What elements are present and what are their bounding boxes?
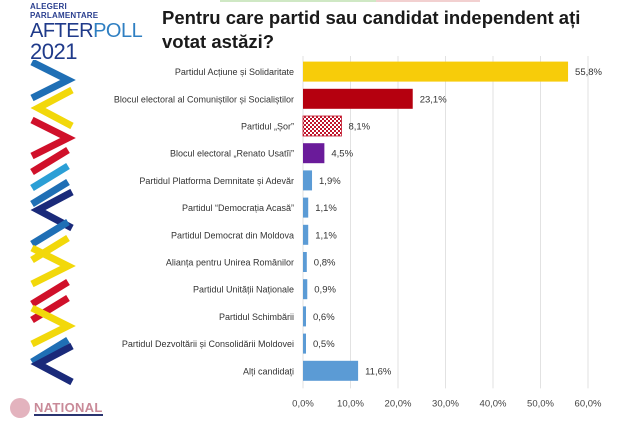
logo-line-parlamentare: PARLAMENTARE [30,11,99,20]
logo-poll: POLL [93,20,143,42]
chevron-decoration-icon [30,60,76,386]
x-tick-label: 40,0% [480,398,507,409]
bar [303,333,306,354]
x-tick-label: 0,0% [292,398,314,409]
x-tick-label: 20,0% [385,398,412,409]
bar [303,170,313,191]
x-tick-label: 30,0% [432,398,459,409]
chart-title: Pentru care partid sau candidat independ… [162,7,581,52]
national-logo-icon [10,398,30,418]
category-label: Partidul „Șor” [241,122,294,132]
category-label: Alianța pentru Unirea Românilor [166,258,294,268]
category-label: Partidul Acțiune și Solidaritate [175,67,294,77]
logo-afterpoll: AFTERPOLL [30,20,143,42]
afterpoll-logo: ALEGERI PARLAMENTARE AFTERPOLL 2021 [30,2,143,64]
bar [303,360,359,381]
value-label: 1,1% [315,203,337,214]
logo-line-alegeri: ALEGERI [30,2,67,11]
category-label: Partidul “Democrația Acasă” [182,203,294,213]
value-label: 11,6% [365,366,392,377]
value-label: 1,1% [315,230,337,241]
value-label: 23,1% [420,94,447,105]
x-tick-label: 60,0% [575,398,602,409]
category-label: Blocul electoral „Renato Usatîi” [170,149,294,159]
category-label: Partidul Unității Naționale [193,285,294,295]
category-label: Blocul electoral al Comuniștilor și Soci… [114,94,294,104]
bar [302,115,342,137]
category-label: Alți candidați [243,366,294,376]
value-label: 1,9% [319,176,341,187]
logo-year: 2021 [30,39,77,64]
category-label: Partidul Schimbării [219,312,294,322]
value-label: 55,8% [575,67,602,78]
bar [303,61,569,82]
bar [303,197,309,218]
category-label: Partidul Platforma Demnitate și Adevăr [139,176,294,186]
bar [303,306,306,327]
category-label: Partidul Dezvoltării și Consolidării Mol… [122,339,294,349]
bar [303,88,413,109]
bar [303,252,307,272]
national-watermark: NATIONAL [10,398,103,418]
national-text: NATIONAL [34,399,103,416]
bar [303,224,309,245]
value-label: 0,9% [314,285,336,296]
value-label: 0,5% [313,339,335,350]
value-label: 0,6% [313,312,335,323]
top-strip [220,0,480,2]
bar [303,143,325,164]
x-tick-label: 50,0% [527,398,554,409]
bar [303,279,308,300]
value-label: 4,5% [331,149,353,160]
logo-after: AFTER [30,20,94,42]
x-tick-label: 10,0% [337,398,364,409]
value-label: 0,8% [314,258,336,269]
value-label: 8,1% [348,122,370,133]
category-label: Partidul Democrat din Moldova [171,230,294,240]
